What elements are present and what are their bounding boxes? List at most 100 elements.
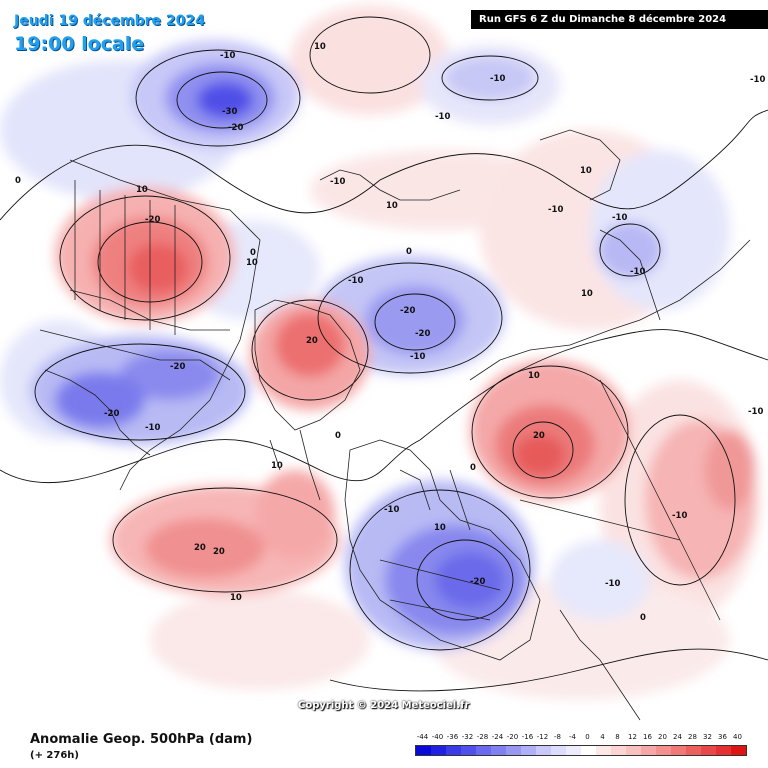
- legend-colorbar: [415, 745, 747, 756]
- contour-label: -10: [630, 267, 645, 277]
- map-footer: Anomalie Geop. 500hPa (dam) (+ 276h) -44…: [0, 728, 768, 768]
- legend-tick-label: -24: [491, 733, 504, 741]
- forecast-date: Jeudi 19 décembre 2024: [14, 13, 205, 29]
- legend-swatch: [641, 746, 656, 755]
- legend-tick-label: 40: [733, 733, 742, 741]
- legend-tick-label: -36: [446, 733, 459, 741]
- legend-tick-label: 20: [658, 733, 667, 741]
- contour-label: 0: [15, 176, 21, 186]
- legend-tick-label: -44: [416, 733, 429, 741]
- contour-label: -10: [410, 352, 425, 362]
- contour-label: -20: [228, 123, 243, 133]
- legend-tick-label: 36: [718, 733, 727, 741]
- contour-label: -20: [415, 329, 430, 339]
- legend-tick-label: -12: [536, 733, 549, 741]
- legend-swatch: [686, 746, 701, 755]
- contour-label: 10: [314, 42, 326, 52]
- contour-label: 10: [230, 593, 242, 603]
- legend-swatch: [461, 746, 476, 755]
- legend-swatch: [611, 746, 626, 755]
- contour-label: 20: [213, 547, 225, 557]
- contour-label: -20: [145, 215, 160, 225]
- legend-tick-label: 28: [688, 733, 697, 741]
- anomaly-contours: [0, 16, 768, 692]
- lead-time: (+ 276h): [30, 750, 79, 761]
- legend-tick-label: -16: [521, 733, 534, 741]
- legend-swatch: [416, 746, 431, 755]
- contour-label: -10: [384, 505, 399, 515]
- legend-ticks: -44 -40 -36 -32 -28 -24 -20 -16 -12 -8 -4 0 4 8 12 16 20…: [415, 733, 745, 743]
- legend-tick-label: -8: [554, 733, 561, 741]
- anomaly-shading: [0, 5, 760, 700]
- contour-label: 10: [580, 166, 592, 176]
- contour-label: 0: [470, 463, 476, 473]
- contour-label: 10: [386, 201, 398, 211]
- legend-swatch: [581, 746, 596, 755]
- model-run-banner: Run GFS 6 Z du Dimanche 8 décembre 2024: [471, 10, 768, 29]
- contour-label: -10: [145, 423, 160, 433]
- legend-swatch: [716, 746, 731, 755]
- field-title: Anomalie Geop. 500hPa (dam): [30, 732, 253, 747]
- contour-label: 10: [246, 258, 258, 268]
- legend-tick-label: -32: [461, 733, 474, 741]
- legend-swatch: [566, 746, 581, 755]
- contour-label: 20: [306, 336, 318, 346]
- legend-swatch: [491, 746, 506, 755]
- contour-label: -10: [605, 579, 620, 589]
- legend-tick-label: -28: [476, 733, 489, 741]
- contour-label: 10: [271, 461, 283, 471]
- legend-tick-label: 16: [643, 733, 652, 741]
- legend-swatch: [551, 746, 566, 755]
- contour-label: 0: [250, 248, 256, 258]
- legend-tick-label: 0: [585, 733, 590, 741]
- contour-label: -10: [348, 276, 363, 286]
- legend-swatch: [701, 746, 716, 755]
- coastlines: [39, 129, 751, 721]
- legend-swatch: [536, 746, 551, 755]
- contour-label: 20: [533, 431, 545, 441]
- legend-tick-label: 4: [600, 733, 605, 741]
- contour-label: -10: [612, 213, 627, 223]
- contour-label: 20: [194, 543, 206, 553]
- legend-swatch: [506, 746, 521, 755]
- contour-label: 0: [335, 431, 341, 441]
- legend-swatch: [626, 746, 641, 755]
- contour-label: 10: [581, 289, 593, 299]
- legend-swatch: [671, 746, 686, 755]
- contour-label: -10: [220, 51, 235, 61]
- legend-tick-label: 24: [673, 733, 682, 741]
- legend-tick-label: 32: [703, 733, 712, 741]
- contour-label: -10: [750, 75, 765, 85]
- legend-tick-label: -40: [431, 733, 444, 741]
- legend-tick-label: 8: [615, 733, 620, 741]
- contour-label: 0: [406, 247, 412, 257]
- contour-labels: -10 -30 -20 10 -10 -10 -20 10 -20 -20 -1…: [15, 42, 765, 623]
- contour-label: -10: [330, 177, 345, 187]
- contour-label: 10: [528, 371, 540, 381]
- contour-label: 10: [434, 523, 446, 533]
- legend-swatch: [476, 746, 491, 755]
- contour-label: -20: [400, 306, 415, 316]
- contour-label: -10: [490, 74, 505, 84]
- contour-label: -20: [470, 577, 485, 587]
- forecast-time: 19:00 locale: [14, 33, 145, 55]
- legend-swatch: [656, 746, 671, 755]
- legend-tick-label: -20: [506, 733, 519, 741]
- contour-label: -10: [672, 511, 687, 521]
- legend-swatch: [596, 746, 611, 755]
- contour-label: -20: [170, 362, 185, 372]
- legend-tick-label: 12: [628, 733, 637, 741]
- contour-label: 0: [640, 613, 646, 623]
- legend-swatch: [431, 746, 446, 755]
- legend-swatch: [521, 746, 536, 755]
- legend-swatch: [731, 746, 746, 755]
- legend-swatch: [446, 746, 461, 755]
- contour-label: -20: [104, 409, 119, 419]
- contour-label: -10: [748, 407, 763, 417]
- copyright-notice: Copyright © 2024 Meteociel.fr: [298, 700, 470, 711]
- color-legend: -44 -40 -36 -32 -28 -24 -20 -16 -12 -8 -4 0 4 8 12 16 20…: [415, 733, 747, 756]
- contour-label: -10: [548, 205, 563, 215]
- contour-label: -10: [435, 112, 450, 122]
